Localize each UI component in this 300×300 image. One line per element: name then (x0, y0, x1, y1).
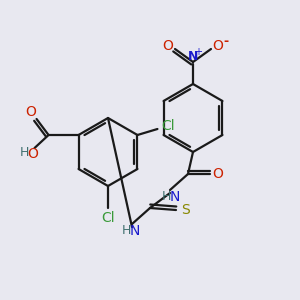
Text: O: O (163, 39, 173, 53)
Text: O: O (213, 167, 224, 181)
Text: S: S (182, 203, 190, 217)
Text: H: H (121, 224, 131, 238)
Text: O: O (27, 147, 38, 161)
Text: O: O (25, 105, 36, 119)
Text: Cl: Cl (101, 211, 115, 225)
Text: O: O (213, 39, 224, 53)
Text: N: N (188, 50, 198, 64)
Text: +: + (194, 47, 202, 57)
Text: N: N (170, 190, 180, 204)
Text: H: H (20, 146, 29, 160)
Text: Cl: Cl (162, 119, 175, 133)
Text: N: N (130, 224, 140, 238)
Text: -: - (224, 35, 229, 49)
Text: H: H (161, 190, 171, 203)
